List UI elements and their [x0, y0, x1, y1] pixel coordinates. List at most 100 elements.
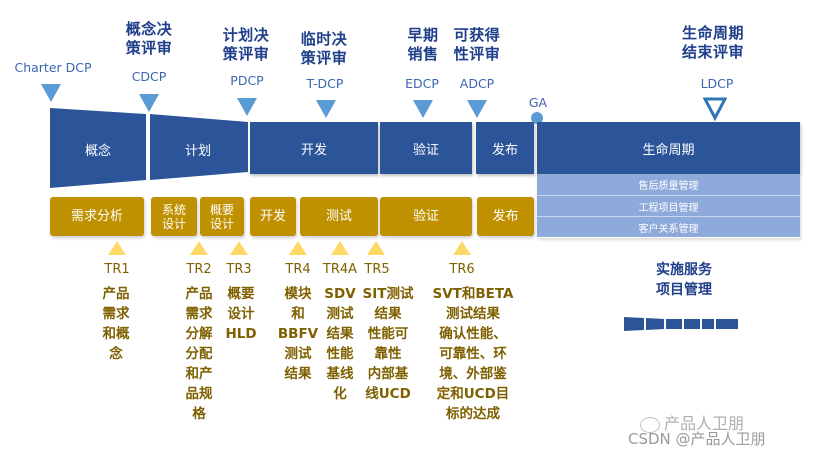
tr2-line: 格	[192, 406, 206, 422]
tr1-line: 念	[109, 346, 123, 362]
activity-system-design-l1: 系统	[161, 202, 186, 217]
activity-system-design: 系统 设计	[151, 197, 197, 236]
tr5-line: 结果	[374, 306, 402, 322]
tdcp-title-line1: 临时决	[300, 30, 348, 48]
tr2-line: 分解	[185, 326, 213, 342]
activity-release: 发布	[477, 197, 534, 236]
lifecycle-management-table: 售后质量管理 工程项目管理 客户关系管理	[537, 174, 800, 238]
pdcp-title-line1: 计划决	[222, 26, 270, 44]
ldcp-title: 生命周期 结束评审	[672, 24, 754, 62]
tr4a-line: 化	[333, 386, 347, 402]
tr5-marker-icon	[367, 241, 385, 255]
ldcp-title-line1: 生命周期	[681, 24, 744, 42]
tr4a-description: SDV 测试 结果 性能 基线 化	[318, 284, 362, 404]
wechat-icon	[640, 416, 660, 433]
phase-concept: 概念	[84, 144, 111, 159]
tr6-line: 测试结果	[446, 306, 500, 322]
cdcp-code: CDCP	[131, 69, 167, 84]
phase-plan: 计划	[184, 144, 211, 159]
tr2-marker-icon	[190, 241, 208, 255]
edcp-code: EDCP	[405, 76, 439, 91]
cdcp-title: 概念决 策评审	[118, 20, 180, 58]
charter-dcp-marker-icon	[41, 84, 61, 102]
tr4-description: 模块 和 BBFV 测试 结果	[276, 284, 320, 384]
ldcp-marker-icon	[703, 97, 727, 121]
pdcp-title-line2: 策评审	[222, 45, 270, 63]
tr1-line: 产品	[102, 286, 130, 302]
adcp-code: ADCP	[459, 76, 495, 91]
activity-requirements: 需求分析	[50, 197, 144, 236]
edcp-marker-icon	[413, 100, 433, 118]
tr2-line: 品规	[185, 386, 213, 402]
service-project-title: 实施服务 项目管理	[636, 260, 732, 300]
tr3-marker-icon	[230, 241, 248, 255]
edcp-title-line2: 销售	[407, 45, 439, 63]
tr4-line: BBFV	[277, 326, 319, 342]
activity-system-design-l2: 设计	[161, 216, 186, 231]
tr2-line: 和产	[185, 366, 213, 382]
ldcp-title-line2: 结束评审	[681, 43, 744, 61]
tr4-line: 测试	[284, 346, 312, 362]
phase-lifecycle: 生命周期	[537, 122, 800, 174]
tr2-description: 产品 需求 分解 分配 和产 品规 格	[178, 284, 220, 424]
tr1-code: TR1	[104, 262, 130, 277]
tr3-line: 概要	[227, 286, 255, 302]
tr4-line: 模块	[284, 286, 312, 302]
service-project-line2: 项目管理	[656, 282, 712, 298]
tr5-code: TR5	[364, 262, 390, 277]
tr5-description: SIT测试 结果 性能可 靠性 内部基 线UCD	[360, 284, 416, 404]
ga-marker-icon	[531, 112, 543, 124]
activity-high-level-design: 概要 设计	[200, 197, 244, 236]
tr4a-marker-icon	[331, 241, 349, 255]
tr3-line: 设计	[227, 306, 255, 322]
tr1-line: 需求	[102, 306, 130, 322]
phase-develop: 开发	[250, 122, 378, 174]
tr4a-line: 结果	[326, 326, 354, 342]
charter-dcp-label: Charter DCP	[14, 60, 92, 75]
tr4a-code: TR4A	[322, 262, 358, 277]
pdcp-title: 计划决 策评审	[215, 26, 277, 64]
tr4-marker-icon	[289, 241, 307, 255]
watermark-upper: 产品人卫朋	[640, 410, 744, 434]
tr6-line: 境、外部鉴	[439, 366, 507, 382]
tr5-line: 靠性	[374, 346, 402, 362]
lifecycle-row-after-sales: 售后质量管理	[537, 174, 800, 196]
lifecycle-row-crm: 客户关系管理	[537, 217, 800, 237]
tr4a-line: 测试	[326, 306, 354, 322]
ldcp-code: LDCP	[700, 76, 734, 91]
watermark-lower: CSDN @产品人卫朋	[628, 430, 766, 448]
activity-develop: 开发	[250, 197, 296, 236]
phase-verify: 验证	[380, 122, 472, 174]
tr5-line: SIT测试	[362, 286, 414, 302]
tr5-line: 内部基	[367, 366, 409, 382]
tr1-description: 产品 需求 和概 念	[95, 284, 137, 364]
tr4-code: TR4	[285, 262, 311, 277]
tr3-code: TR3	[226, 262, 252, 277]
watermark-upper-text: 产品人卫朋	[664, 414, 745, 433]
tr4a-line: SDV	[324, 286, 356, 302]
tr5-line: 性能可	[367, 326, 409, 342]
tr6-line: 标的达成	[446, 406, 500, 422]
cdcp-title-line1: 概念决	[125, 20, 173, 38]
pdcp-code: PDCP	[230, 73, 264, 88]
tdcp-title-line2: 策评审	[300, 49, 348, 67]
cdcp-title-line2: 策评审	[125, 39, 173, 57]
tr6-code: TR6	[449, 262, 475, 277]
cdcp-marker-icon	[139, 94, 159, 112]
ga-label: GA	[528, 95, 548, 110]
phase-release: 发布	[476, 122, 534, 174]
tr3-description: 概要 设计 HLD	[220, 284, 262, 344]
tdcp-marker-icon	[316, 100, 336, 118]
funnel-shape	[50, 108, 248, 188]
service-funnel-icon	[624, 317, 738, 331]
lifecycle-row-engineering: 工程项目管理	[537, 196, 800, 217]
tr1-marker-icon	[108, 241, 126, 255]
tr4-line: 结果	[284, 366, 312, 382]
edcp-title-line1: 早期	[407, 26, 439, 44]
tdcp-title: 临时决 策评审	[293, 30, 355, 68]
adcp-title: 可获得 性评审	[446, 26, 508, 64]
tr2-line: 产品	[185, 286, 213, 302]
tr6-line: 可靠性、环	[439, 346, 507, 362]
activity-hld-l1: 概要	[209, 202, 234, 217]
tr3-line: HLD	[225, 326, 257, 342]
